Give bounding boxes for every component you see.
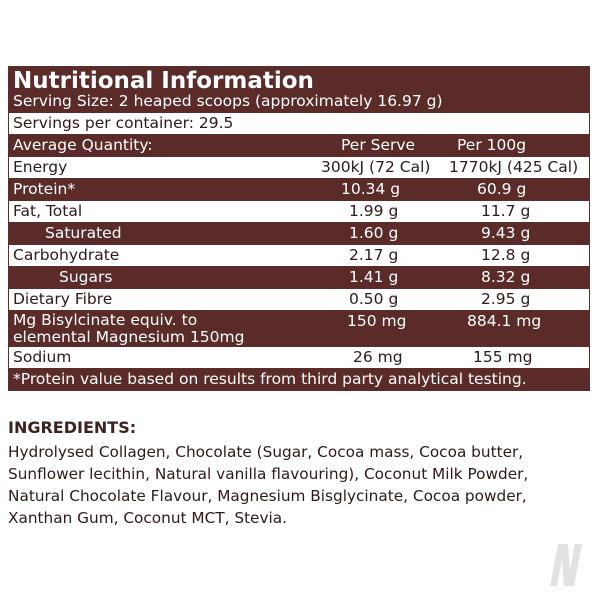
nutrient-per-serve: 1.41 g <box>349 268 399 286</box>
nutrient-name: Sugars <box>59 268 113 286</box>
ingredients-line: Xanthan Gum, Coconut MCT, Stevia. <box>8 509 288 527</box>
nutrient-per-100g: 12.8 g <box>481 246 531 264</box>
ingredients-text: Hydrolysed Collagen, Chocolate (Sugar, C… <box>8 441 588 529</box>
nutrient-name: Mg Bisylcinate equiv. to elemental Magne… <box>13 312 244 346</box>
footnote-row: *Protein value based on results from thi… <box>8 369 590 391</box>
nutrient-name-line1: Mg Bisylcinate equiv. to <box>13 311 198 329</box>
column-header-row: Average Quantity: Per Serve Per 100g <box>8 135 590 157</box>
nutrient-name: Fat, Total <box>13 202 83 220</box>
panel-title: Nutritional Information <box>13 68 314 94</box>
nutrient-row-magnesium: Mg Bisylcinate equiv. to elemental Magne… <box>8 311 590 347</box>
nutrient-per-100g: 60.9 g <box>477 180 527 198</box>
nutrient-per-serve: 2.17 g <box>349 246 399 264</box>
nutrient-per-100g: 1770kJ (425 Cal) <box>449 158 579 176</box>
column-per-100g-header: Per 100g <box>457 136 527 154</box>
nutrient-per-serve: 150 mg <box>347 312 407 330</box>
nutrient-per-100g: 884.1 mg <box>467 312 542 330</box>
nutrient-row-fibre: Dietary Fibre 0.50 g 2.95 g <box>8 289 590 311</box>
servings-row: Servings per container: 29.5 <box>8 113 590 135</box>
nutrient-name-line2: elemental Magnesium 150mg <box>13 328 245 346</box>
nutrient-row-sugars: Sugars 1.41 g 8.32 g <box>8 267 590 289</box>
nutrition-panel: Nutritional Information Serving Size: 2 … <box>8 66 590 391</box>
nutrient-per-serve: 300kJ (72 Cal) <box>321 158 431 176</box>
nutrient-per-100g: 9.43 g <box>481 224 531 242</box>
nutrient-row-saturated: Saturated 1.60 g 9.43 g <box>8 223 590 245</box>
nutrient-per-serve: 1.99 g <box>349 202 399 220</box>
nutrient-row-protein: Protein* 10.34 g 60.9 g <box>8 179 590 201</box>
ingredients-line: Natural Chocolate Flavour, Magnesium Bis… <box>8 487 527 505</box>
nutrient-per-100g: 8.32 g <box>481 268 531 286</box>
nutrient-row-sodium: Sodium 26 mg 155 mg <box>8 347 590 369</box>
nutrient-name: Protein* <box>13 180 76 198</box>
nutrient-per-100g: 2.95 g <box>481 290 531 308</box>
nutrition-header: Nutritional Information Serving Size: 2 … <box>8 67 590 113</box>
column-name-header: Average Quantity: <box>13 136 153 154</box>
ingredients-title: INGREDIENTS: <box>8 418 137 437</box>
nutrient-row-carbohydrate: Carbohydrate 2.17 g 12.8 g <box>8 245 590 267</box>
nutrient-row-fat: Fat, Total 1.99 g 11.7 g <box>8 201 590 223</box>
brand-logo-icon <box>550 544 582 586</box>
nutrient-per-100g: 11.7 g <box>481 202 531 220</box>
nutrient-name: Dietary Fibre <box>13 290 113 308</box>
nutrient-name: Sodium <box>13 348 72 366</box>
ingredients-line: Sunflower lecithin, Natural vanilla flav… <box>8 465 529 483</box>
nutrient-per-serve: 10.34 g <box>341 180 401 198</box>
nutrient-name: Energy <box>13 158 68 176</box>
servings-per-container: Servings per container: 29.5 <box>13 114 234 132</box>
serving-size: Serving Size: 2 heaped scoops (approxima… <box>13 92 443 110</box>
column-per-serve-header: Per Serve <box>341 136 416 154</box>
ingredients-line: Hydrolysed Collagen, Chocolate (Sugar, C… <box>8 443 524 461</box>
nutrient-per-serve: 26 mg <box>353 348 403 366</box>
ingredients-section: INGREDIENTS: Hydrolysed Collagen, Chocol… <box>8 418 588 529</box>
nutrient-per-100g: 155 mg <box>473 348 533 366</box>
footnote: *Protein value based on results from thi… <box>13 370 527 388</box>
nutrient-name: Saturated <box>45 224 122 242</box>
nutrient-per-serve: 1.60 g <box>349 224 399 242</box>
nutrient-name: Carbohydrate <box>13 246 120 264</box>
nutrient-per-serve: 0.50 g <box>349 290 399 308</box>
nutrient-row-energy: Energy 300kJ (72 Cal) 1770kJ (425 Cal) <box>8 157 590 179</box>
